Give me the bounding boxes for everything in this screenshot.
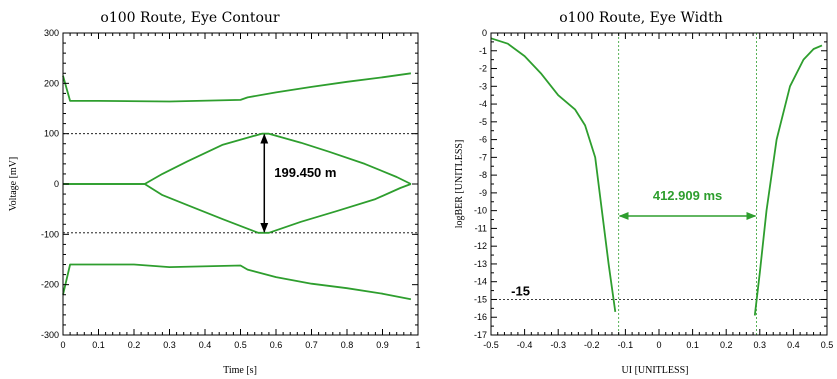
y-tick-label: -300 [41,330,59,340]
axis-ticks: -0.5 -0.4 -0.3 -0.2 -0.1 0 0.1 0.2 0.3 0.4 0.5 -17 -… [474,28,833,350]
x-tick-label: 0.8 [341,340,354,350]
chart-title: o100 Route, Eye Contour [100,10,279,26]
chart-title: o100 Route, Eye Width [559,10,723,26]
x-tick-label: 0.7 [305,340,318,350]
annotation-group: 412.909 ms [618,188,757,220]
y-tick-label: -4 [479,99,487,109]
y-tick-label: 300 [44,28,59,38]
x-tick-label: 0.1 [92,340,105,350]
annotation-group: 199.450 m [260,133,336,233]
y-tick-label: -14 [474,277,487,287]
y-tick-label: -9 [479,188,487,198]
x-tick-label: 0.9 [376,340,389,350]
y-tick-label: 200 [44,78,59,88]
series-line [63,183,412,234]
y-tick-label: -11 [475,223,487,233]
y-tick-label: -3 [479,81,487,91]
x-tick-label: 0.5 [234,340,247,350]
x-tick-label: 0.2 [720,340,733,350]
y-tick-label: -6 [479,135,487,145]
y-tick-label: -10 [474,206,487,216]
axis-ticks: 0 0.1 0.2 0.3 0.4 0.5 0.6 0.7 0.8 0.9 1 -300 -200 -10… [41,28,421,350]
y-tick-label: -12 [474,241,487,251]
y-axis-label: Voltage [mV] [8,157,19,212]
y-tick-label: -1 [479,46,487,56]
reference-lines [63,133,418,234]
x-tick-label: -0.5 [483,340,499,350]
x-tick-label: -0.1 [618,340,634,350]
eye-height-label: 199.450 m [274,165,336,180]
x-tick-label: 0.6 [270,340,283,350]
y-tick-label: -100 [41,229,59,239]
series-line [62,72,412,103]
y-tick-label: -8 [479,170,487,180]
eye-width-label: 412.909 ms [653,188,722,203]
x-tick-label: 0.5 [821,340,834,350]
series-line [490,37,617,313]
x-tick-label: 0 [60,340,65,350]
y-tick-label: -15 [474,294,487,304]
x-tick-label: 0 [656,340,661,350]
series-group [62,72,412,301]
y-axis-label: logBER [UNITLESS] [454,140,465,229]
x-tick-label: 0.2 [128,340,141,350]
ber-threshold-label: -15 [511,283,530,298]
x-tick-label: 0.4 [787,340,800,350]
y-tick-label: 0 [482,28,487,38]
x-tick-label: 0.4 [199,340,212,350]
series-line [753,44,823,316]
eye-width-chart: o100 Route, Eye Width -15 412.909 ms -0.… [454,10,833,376]
y-tick-label: -2 [479,64,487,74]
x-tick-label: 1 [415,340,420,350]
y-tick-label: -5 [479,117,487,127]
x-tick-label: 0.3 [163,340,176,350]
x-tick-label: -0.2 [584,340,600,350]
x-tick-label: -0.4 [517,340,533,350]
plot-frame [490,32,828,336]
y-tick-label: -200 [41,280,59,290]
reference-lines [491,33,827,335]
series-group [490,37,823,316]
y-tick-label: -16 [474,312,487,322]
x-tick-label: -0.3 [550,340,566,350]
y-tick-label: 100 [44,129,59,139]
series-line [63,132,412,185]
x-tick-label: 0.1 [686,340,699,350]
x-tick-label: 0.3 [754,340,767,350]
series-line [62,263,412,301]
y-tick-label: 0 [54,179,59,189]
eye-contour-chart: o100 Route, Eye Contour 199.450 m 0 0.1 0.… [8,10,421,376]
x-axis-label: Time [s] [223,365,257,376]
x-axis-label: UI [UNITLESS] [622,365,689,376]
y-tick-label: -7 [479,152,487,162]
y-tick-label: -17 [474,330,487,340]
y-tick-label: -13 [474,259,487,269]
